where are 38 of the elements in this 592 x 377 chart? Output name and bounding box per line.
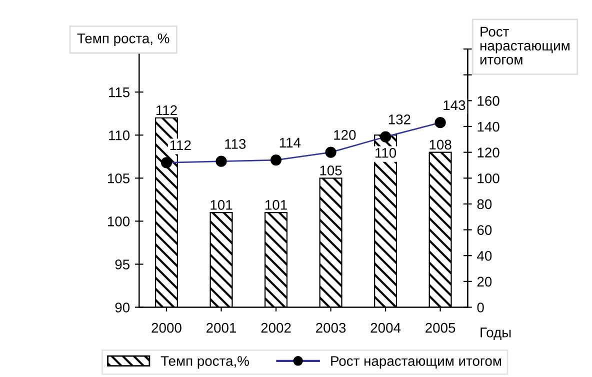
x-tick-label: 2002 [261, 322, 291, 333]
data-label: 112 [170, 140, 191, 150]
y2-tick-label: 100 [478, 173, 500, 184]
data-label: 113 [225, 139, 246, 149]
data-label: 105 [320, 166, 342, 176]
data-label: 108 [430, 140, 452, 150]
data-label: 120 [334, 130, 356, 140]
legend-label: Темп роста,% [160, 356, 249, 369]
y2-tick-label: 0 [477, 302, 484, 312]
y2-tick-label: 80 [477, 199, 492, 210]
legend-label: Рост нарастающим итогом [331, 356, 502, 369]
data-label: 114 [280, 138, 301, 148]
x-tick-label: 2004 [370, 322, 401, 333]
data-label: 112 [156, 105, 177, 115]
data-label: 143 [444, 100, 466, 110]
y2-tick-label: 60 [477, 225, 492, 235]
y-tick-label: 95 [115, 260, 130, 270]
y-axis-title: Темп роста, % [77, 34, 170, 46]
x-tick-label: 2001 [206, 322, 236, 333]
data-label: 101 [210, 200, 232, 210]
y2-tick-label: 40 [477, 250, 492, 261]
data-label: 101 [265, 200, 287, 210]
y2-axis-title: Рост нарастающим итогом [480, 26, 570, 64]
data-label: 110 [376, 148, 396, 158]
x-axis-title: Годы [480, 328, 511, 340]
x-tick-label: 2000 [152, 322, 182, 333]
y-tick-label: 115 [109, 88, 130, 98]
x-tick-label: 2003 [316, 322, 346, 333]
data-label: 132 [388, 114, 410, 124]
y-tick-label: 105 [108, 173, 130, 184]
y-tick-label: 90 [115, 302, 130, 312]
y-tick-label: 110 [109, 130, 130, 140]
y2-tick-label: 140 [478, 122, 500, 132]
y2-tick-label: 20 [477, 276, 492, 287]
y2-tick-label: 120 [478, 148, 500, 158]
y2-tick-label: 160 [478, 96, 500, 106]
y-tick-label: 100 [108, 216, 130, 226]
x-tick-label: 2005 [426, 322, 456, 333]
